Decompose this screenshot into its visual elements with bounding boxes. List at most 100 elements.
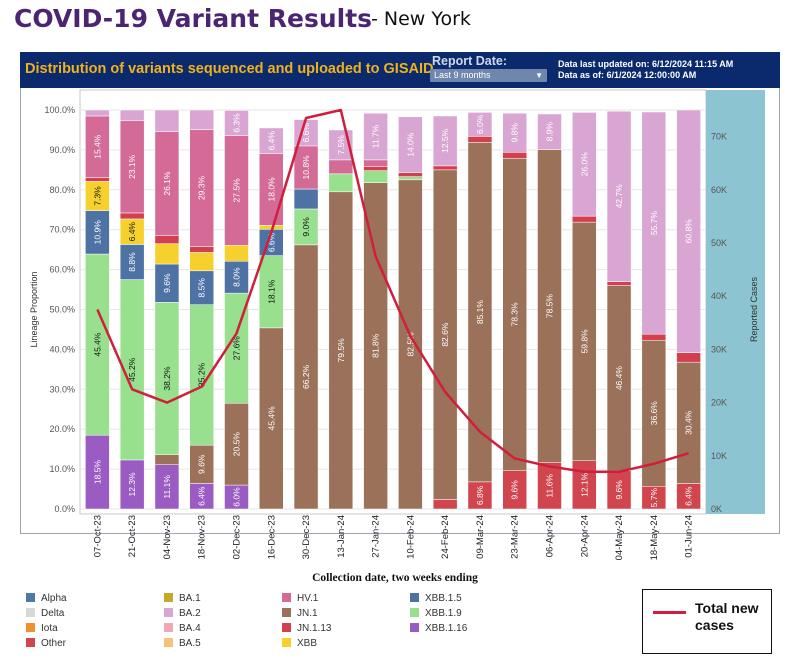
legend-swatch — [410, 623, 419, 632]
legend-item: XBB.1.9 — [410, 607, 462, 621]
x-tick-label: 02-Dec-23 — [232, 515, 243, 559]
bar-segment-xbb — [119, 218, 145, 245]
bar-segment-jn-1-13 — [398, 172, 423, 177]
legend-label: Alpha — [41, 593, 67, 604]
bar-label: 6.6% — [266, 232, 276, 252]
x-tick-label: 04-Nov-23 — [162, 515, 173, 559]
bar-label: 5.7% — [649, 487, 659, 507]
bar-label: 12.3% — [127, 472, 137, 497]
bar-label: 9.6% — [162, 273, 172, 293]
x-tick-label: 07-Oct-23 — [92, 515, 103, 557]
legend-swatch — [410, 608, 419, 617]
bar-label: 85.1% — [475, 300, 485, 325]
bar-label: 27.5% — [232, 178, 242, 203]
bar-segment-xbb-1-9 — [398, 176, 423, 181]
bar-segment-xbb-1-5 — [85, 210, 110, 255]
bar-label: 66.2% — [301, 364, 311, 389]
x-tick-label: 01-Jun-24 — [684, 515, 695, 558]
bar-label: 45.2% — [127, 357, 137, 382]
bar-label: 11.1% — [162, 475, 172, 499]
cases-legend: Total new cases — [642, 589, 772, 654]
bar-label: 7.5% — [336, 135, 346, 155]
legend-swatch — [282, 593, 291, 602]
chart-banner: Distribution of variants sequenced and u… — [20, 52, 780, 88]
legend-item: Delta — [26, 607, 64, 621]
bar-segment-ba-2 — [363, 112, 388, 161]
bar-segment-ba-2 — [259, 127, 284, 154]
bar-segment-jn-1 — [398, 179, 423, 510]
legend-swatch — [26, 638, 35, 647]
bar-segment-jn-1 — [293, 244, 319, 510]
legend-label: BA.5 — [179, 638, 201, 649]
y-tick-label: 10.0% — [49, 464, 75, 474]
bar-label: 27.6% — [232, 336, 242, 361]
cases-axis-panel — [706, 90, 765, 514]
bar-label: 12.5% — [440, 128, 450, 153]
bar-segment-xbb — [189, 252, 214, 272]
bar-segment-ba-2 — [572, 112, 597, 217]
bar-segment-xbb — [224, 245, 249, 262]
legend-item: XBB.1.16 — [410, 622, 467, 636]
x-tick-label: 13-Jan-24 — [336, 515, 347, 558]
bar-segment-ba-2 — [467, 112, 493, 137]
bar-label: 45.4% — [266, 406, 276, 431]
legend-swatch — [164, 638, 173, 647]
bar-label: 35.2% — [197, 362, 207, 387]
bar-segment-xbb-1-9 — [328, 173, 354, 193]
y2-tick-label: 0K — [711, 504, 722, 514]
bar-segment-hv-1 — [259, 153, 284, 226]
bar-label: 26.0% — [579, 152, 589, 177]
bar-segment-jn-1 — [154, 454, 180, 465]
x-tick-label: 20-Apr-24 — [579, 515, 590, 557]
report-date-dropdown[interactable]: Last 9 months ▼ — [430, 69, 547, 82]
cases-label-line1: Total new — [695, 600, 759, 616]
y2-tick-label: 60K — [711, 185, 727, 195]
bar-segment-xbb-1-16 — [85, 434, 110, 510]
legend-item: Other — [26, 637, 66, 651]
legend-item: BA.5 — [164, 637, 201, 651]
bar-label: 9.6% — [510, 480, 520, 500]
bar-segment-jn-1 — [328, 191, 354, 510]
bar-segment-jn-1 — [363, 182, 388, 510]
bar-segment-xbb-1-5 — [293, 188, 319, 210]
y2-tick-label: 70K — [711, 132, 727, 142]
bar-segment-xbb-1-9 — [154, 302, 180, 455]
legend-item: HV.1 — [282, 592, 318, 606]
bar-segment-jn-1 — [572, 221, 597, 461]
x-tick-label: 10-Feb-24 — [405, 515, 416, 559]
bar-segment-ba-2 — [119, 109, 145, 122]
bar-label: 46.4% — [614, 366, 624, 391]
page-subtitle: - New York — [371, 8, 471, 30]
bar-segment-jn-1-13 — [432, 165, 458, 171]
bar-segment-other — [606, 470, 632, 510]
update-info: Data last updated on: 6/12/2024 11:15 AM… — [558, 59, 733, 81]
bar-label: 6.4% — [197, 486, 207, 506]
bar-segment-ba-2 — [537, 113, 562, 150]
y-tick-label: 90.0% — [49, 145, 75, 155]
y2-tick-label: 30K — [711, 344, 727, 354]
report-date-value: Last 9 months — [434, 70, 491, 80]
bar-label: 38.2% — [162, 366, 172, 391]
legend-label: XBB — [297, 638, 318, 649]
bar-segment-xbb-1-9 — [363, 170, 388, 183]
bar-segment-xbb-1-5 — [224, 260, 249, 294]
bar-label: 29.3% — [197, 176, 207, 201]
y-tick-label: 0.0% — [54, 504, 75, 514]
bar-label: 10.9% — [92, 220, 102, 245]
bar-segment-hv-1 — [119, 120, 145, 214]
legend-item: BA.1 — [164, 592, 201, 606]
bar-label: 6.3% — [232, 113, 242, 133]
bar-label: 8.0% — [232, 267, 242, 287]
bar-label: 11.7% — [371, 124, 381, 148]
legend-swatch — [26, 623, 35, 632]
legend-item: Alpha — [26, 592, 67, 606]
bar-label: 11.6% — [545, 474, 555, 498]
x-tick-label: 18-May-24 — [649, 515, 660, 560]
x-tick-label: 18-Nov-23 — [197, 515, 208, 559]
legend-item: BA.4 — [164, 622, 201, 636]
y-tick-label: 30.0% — [49, 384, 75, 394]
bar-label: 9.6% — [197, 454, 207, 474]
total-cases-line — [96, 108, 689, 474]
x-tick-label: 06-Apr-24 — [545, 515, 556, 557]
y2-tick-label: 10K — [711, 451, 727, 461]
